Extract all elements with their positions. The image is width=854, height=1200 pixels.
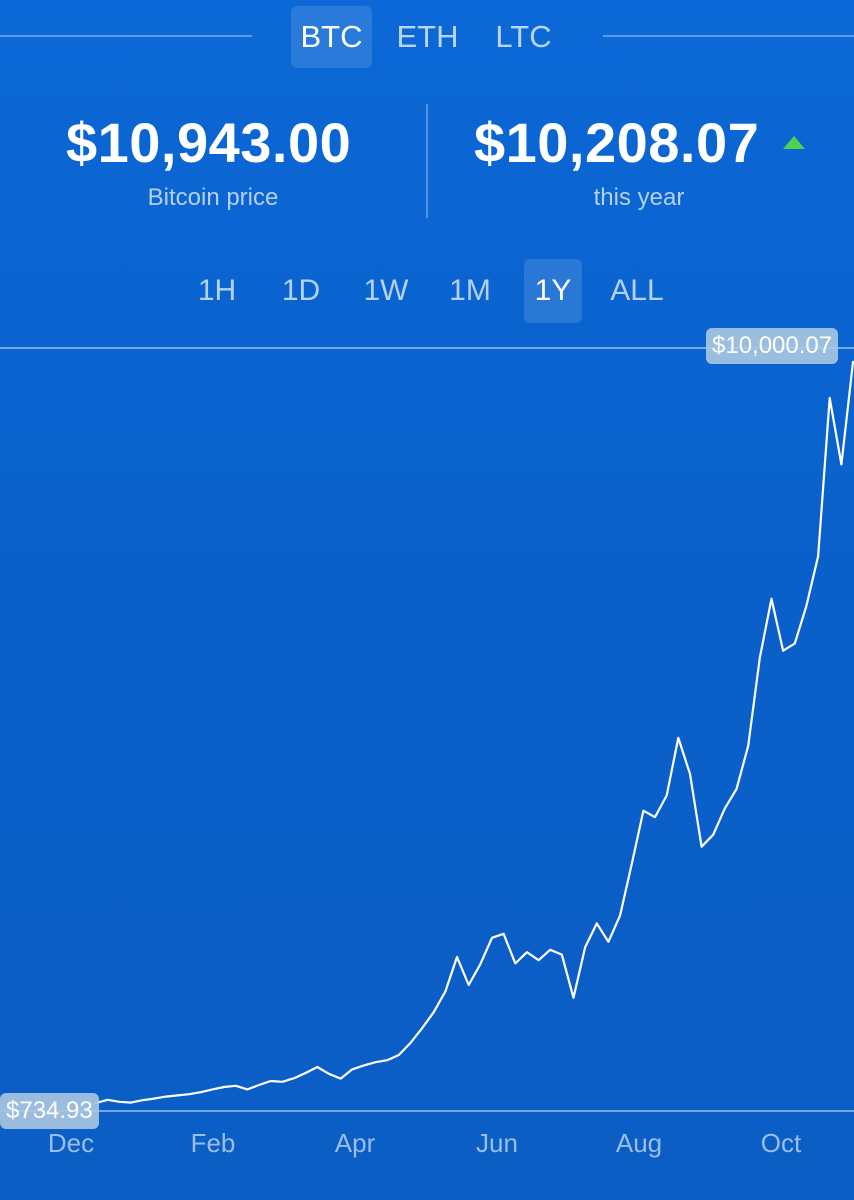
x-tick-oct: Oct	[760, 1128, 802, 1158]
tab-btc[interactable]: BTC	[291, 6, 372, 68]
low-price-tag: $734.93	[0, 1093, 99, 1129]
change-value: $10,208.07	[474, 111, 760, 174]
range-tab-1m[interactable]: 1M	[449, 274, 491, 307]
price-series-line	[94, 360, 854, 1105]
x-tick-feb: Feb	[190, 1128, 236, 1158]
range-tab-1w[interactable]: 1W	[363, 274, 409, 307]
bitcoin-price-label: Bitcoin price	[147, 184, 279, 211]
asset-tabs-rule-left	[0, 35, 252, 37]
triangle-up-icon	[783, 136, 805, 149]
range-tab-1h[interactable]: 1H	[197, 274, 237, 307]
stats-divider	[426, 104, 428, 218]
x-tick-dec: Dec	[47, 1128, 95, 1158]
x-tick-apr: Apr	[334, 1128, 376, 1158]
high-price-tag: $10,000.07	[706, 328, 839, 364]
tab-ltc[interactable]: LTC	[495, 19, 552, 54]
change-period-label: this year	[593, 184, 685, 211]
range-tab-1d[interactable]: 1D	[281, 274, 321, 307]
range-tab-all[interactable]: ALL	[610, 274, 664, 307]
bitcoin-price-value: $10,943.00	[66, 111, 352, 174]
x-tick-jun: Jun	[476, 1128, 518, 1158]
tab-eth[interactable]: ETH	[396, 19, 459, 54]
x-tick-aug: Aug	[615, 1128, 663, 1158]
asset-tabs-rule-right	[603, 35, 854, 37]
range-tab-1y[interactable]: 1Y	[524, 259, 582, 323]
